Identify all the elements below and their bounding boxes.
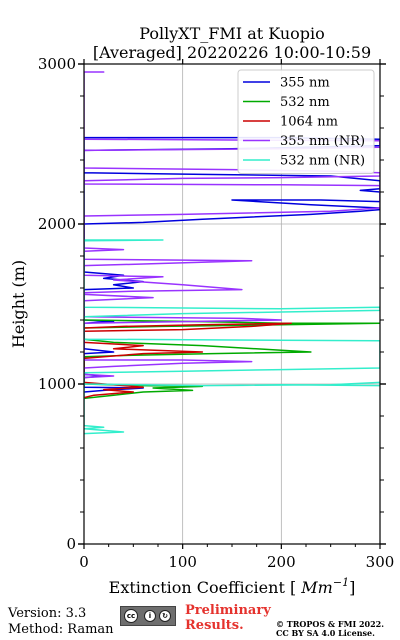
series-layer <box>84 71 380 435</box>
y-tick-label: 0 <box>66 535 76 553</box>
preliminary-notice: Preliminary Results. <box>185 603 271 633</box>
y-tick-label: 2000 <box>38 215 76 233</box>
extinction-profile-chart: PollyXT_FMI at Kuopio [Averaged] 2022022… <box>9 24 395 597</box>
legend-label: 355 nm (NR) <box>280 134 365 149</box>
by-icon: i <box>144 610 156 622</box>
x-tick-label: 200 <box>267 553 296 571</box>
series-line-355-nm <box>84 136 380 393</box>
legend-box <box>237 69 375 174</box>
y-axis-label: Height (m) <box>9 260 28 348</box>
method-text: Method: Raman <box>8 622 114 637</box>
preliminary-line2: Results. <box>185 618 244 633</box>
copyright-line2: CC BY SA 4.0 License. <box>276 628 375 638</box>
preliminary-line1: Preliminary <box>185 603 271 618</box>
series-line-1064-nm <box>84 322 292 399</box>
cc-icon: cc <box>124 609 138 623</box>
y-tick-label: 1000 <box>38 375 76 393</box>
footer-version-block: Version: 3.3 Method: Raman <box>8 606 114 638</box>
x-axis-label-text: Extinction Coefficient [ <box>109 578 297 597</box>
x-axis-label: Extinction Coefficient [ Mm−1] <box>109 576 356 597</box>
series-line-532-nm-nr <box>84 239 380 435</box>
sa-icon: ↻ <box>159 610 171 622</box>
x-tick-label: 300 <box>366 553 395 571</box>
legend: 355 nm 532 nm 1064 nm 355 nm (NR) 532 nm (NR… <box>237 69 375 174</box>
version-text: Version: 3.3 <box>8 606 87 621</box>
x-tick-label: 100 <box>168 553 197 571</box>
legend-label: 355 nm <box>280 76 330 91</box>
y-tick-label: 3000 <box>38 55 76 73</box>
legend-label: 532 nm <box>280 95 330 110</box>
copyright-line1: © TROPOS & FMI 2022. <box>276 619 385 629</box>
x-tick-label: 0 <box>79 553 89 571</box>
legend-label: 1064 nm <box>280 115 338 130</box>
x-axis-unit-exponent: −1 <box>333 576 349 589</box>
legend-label: 532 nm (NR) <box>280 154 365 169</box>
chart-title-line2: [Averaged] 20220226 10:00-10:59 <box>93 43 371 62</box>
series-line-532-nm <box>84 319 380 400</box>
copyright-block: © TROPOS & FMI 2022. CC BY SA 4.0 Licens… <box>276 620 384 638</box>
cc-by-sa-badge-icon: cc i ↻ <box>120 606 176 626</box>
x-axis-unit: Mm <box>300 578 333 597</box>
chart-title-line1: PollyXT_FMI at Kuopio <box>139 24 325 43</box>
x-axis-label-end: ] <box>349 578 355 597</box>
